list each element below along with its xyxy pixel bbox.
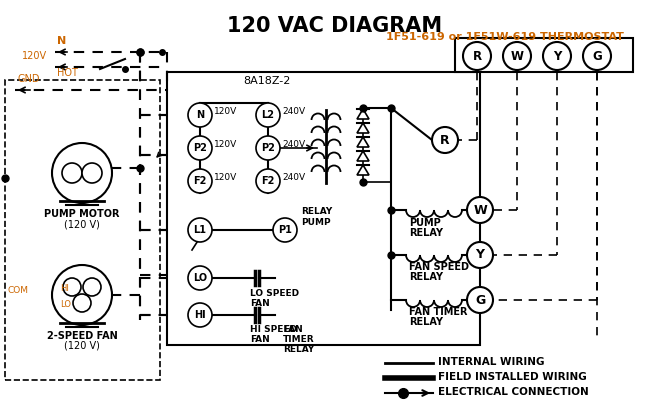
Text: W: W — [473, 204, 487, 217]
Text: L2: L2 — [261, 110, 275, 120]
Text: Y: Y — [553, 49, 561, 62]
Bar — [167, 72, 480, 345]
Circle shape — [73, 294, 91, 312]
Text: FAN: FAN — [250, 299, 270, 308]
Text: HI: HI — [194, 310, 206, 320]
Text: R: R — [472, 49, 482, 62]
Text: 120V: 120V — [214, 140, 237, 149]
Circle shape — [432, 127, 458, 153]
Text: LO SPEED: LO SPEED — [250, 289, 299, 298]
Text: (120 V): (120 V) — [64, 219, 100, 229]
Circle shape — [256, 169, 280, 193]
Circle shape — [63, 278, 81, 296]
Text: INTERNAL WIRING: INTERNAL WIRING — [438, 357, 545, 367]
Circle shape — [188, 266, 212, 290]
Text: LO: LO — [60, 300, 71, 309]
Text: PUMP MOTOR: PUMP MOTOR — [44, 209, 120, 219]
Circle shape — [188, 136, 212, 160]
Circle shape — [82, 163, 102, 183]
Text: N: N — [196, 110, 204, 120]
Text: P2: P2 — [261, 143, 275, 153]
Text: 240V: 240V — [282, 140, 305, 149]
Text: FAN TIMER: FAN TIMER — [409, 307, 468, 317]
Text: HI SPEED: HI SPEED — [250, 325, 297, 334]
Circle shape — [188, 303, 212, 327]
Circle shape — [188, 169, 212, 193]
Circle shape — [188, 103, 212, 127]
Text: 120 VAC DIAGRAM: 120 VAC DIAGRAM — [227, 16, 443, 36]
Text: R: R — [440, 134, 450, 147]
Circle shape — [273, 218, 297, 242]
Text: 8A18Z-2: 8A18Z-2 — [243, 76, 291, 86]
Circle shape — [543, 42, 571, 70]
Text: (120 V): (120 V) — [64, 341, 100, 351]
Text: PUMP: PUMP — [301, 218, 330, 227]
Polygon shape — [357, 123, 369, 133]
Text: FIELD INSTALLED WIRING: FIELD INSTALLED WIRING — [438, 372, 587, 382]
Text: N: N — [57, 36, 66, 46]
Circle shape — [256, 103, 280, 127]
Text: F2: F2 — [194, 176, 206, 186]
Circle shape — [188, 218, 212, 242]
Circle shape — [62, 163, 82, 183]
Polygon shape — [357, 109, 369, 119]
Text: 240V: 240V — [282, 107, 305, 116]
Text: 120V: 120V — [214, 173, 237, 182]
Circle shape — [52, 265, 112, 325]
Circle shape — [583, 42, 611, 70]
Circle shape — [463, 42, 491, 70]
Text: 120V: 120V — [22, 51, 47, 61]
Text: GND: GND — [17, 74, 40, 84]
Text: W: W — [511, 49, 523, 62]
Circle shape — [83, 278, 101, 296]
Text: COM: COM — [7, 286, 28, 295]
Polygon shape — [357, 137, 369, 147]
Text: L1: L1 — [194, 225, 206, 235]
Text: FAN: FAN — [250, 335, 270, 344]
Circle shape — [467, 287, 493, 313]
Circle shape — [503, 42, 531, 70]
Text: 2-SPEED FAN: 2-SPEED FAN — [47, 331, 117, 341]
Text: RELAY: RELAY — [283, 345, 314, 354]
Text: HI: HI — [60, 284, 69, 293]
Text: P1: P1 — [278, 225, 292, 235]
Text: LO: LO — [193, 273, 207, 283]
Text: TIMER: TIMER — [283, 335, 315, 344]
Text: ELECTRICAL CONNECTION: ELECTRICAL CONNECTION — [438, 387, 589, 397]
Text: RELAY: RELAY — [409, 272, 443, 282]
Text: RELAY: RELAY — [409, 317, 443, 327]
Text: RELAY: RELAY — [301, 207, 332, 216]
Polygon shape — [357, 151, 369, 161]
Text: RELAY: RELAY — [409, 228, 443, 238]
Circle shape — [467, 197, 493, 223]
Bar — [5, 80, 160, 380]
Text: FAN SPEED: FAN SPEED — [409, 262, 469, 272]
Text: 120V: 120V — [214, 107, 237, 116]
Text: HOT: HOT — [57, 68, 78, 78]
Text: PUMP: PUMP — [409, 218, 441, 228]
Text: G: G — [592, 49, 602, 62]
Circle shape — [52, 143, 112, 203]
Text: P2: P2 — [193, 143, 207, 153]
Polygon shape — [357, 165, 369, 175]
Circle shape — [256, 136, 280, 160]
Text: F2: F2 — [261, 176, 275, 186]
Text: Y: Y — [476, 248, 484, 261]
Text: G: G — [475, 293, 485, 307]
Bar — [455, 38, 633, 72]
Circle shape — [467, 242, 493, 268]
Text: 1F51-619 or 1F51W-619 THERMOSTAT: 1F51-619 or 1F51W-619 THERMOSTAT — [386, 32, 624, 42]
Text: 240V: 240V — [282, 173, 305, 182]
Text: FAN: FAN — [283, 325, 303, 334]
